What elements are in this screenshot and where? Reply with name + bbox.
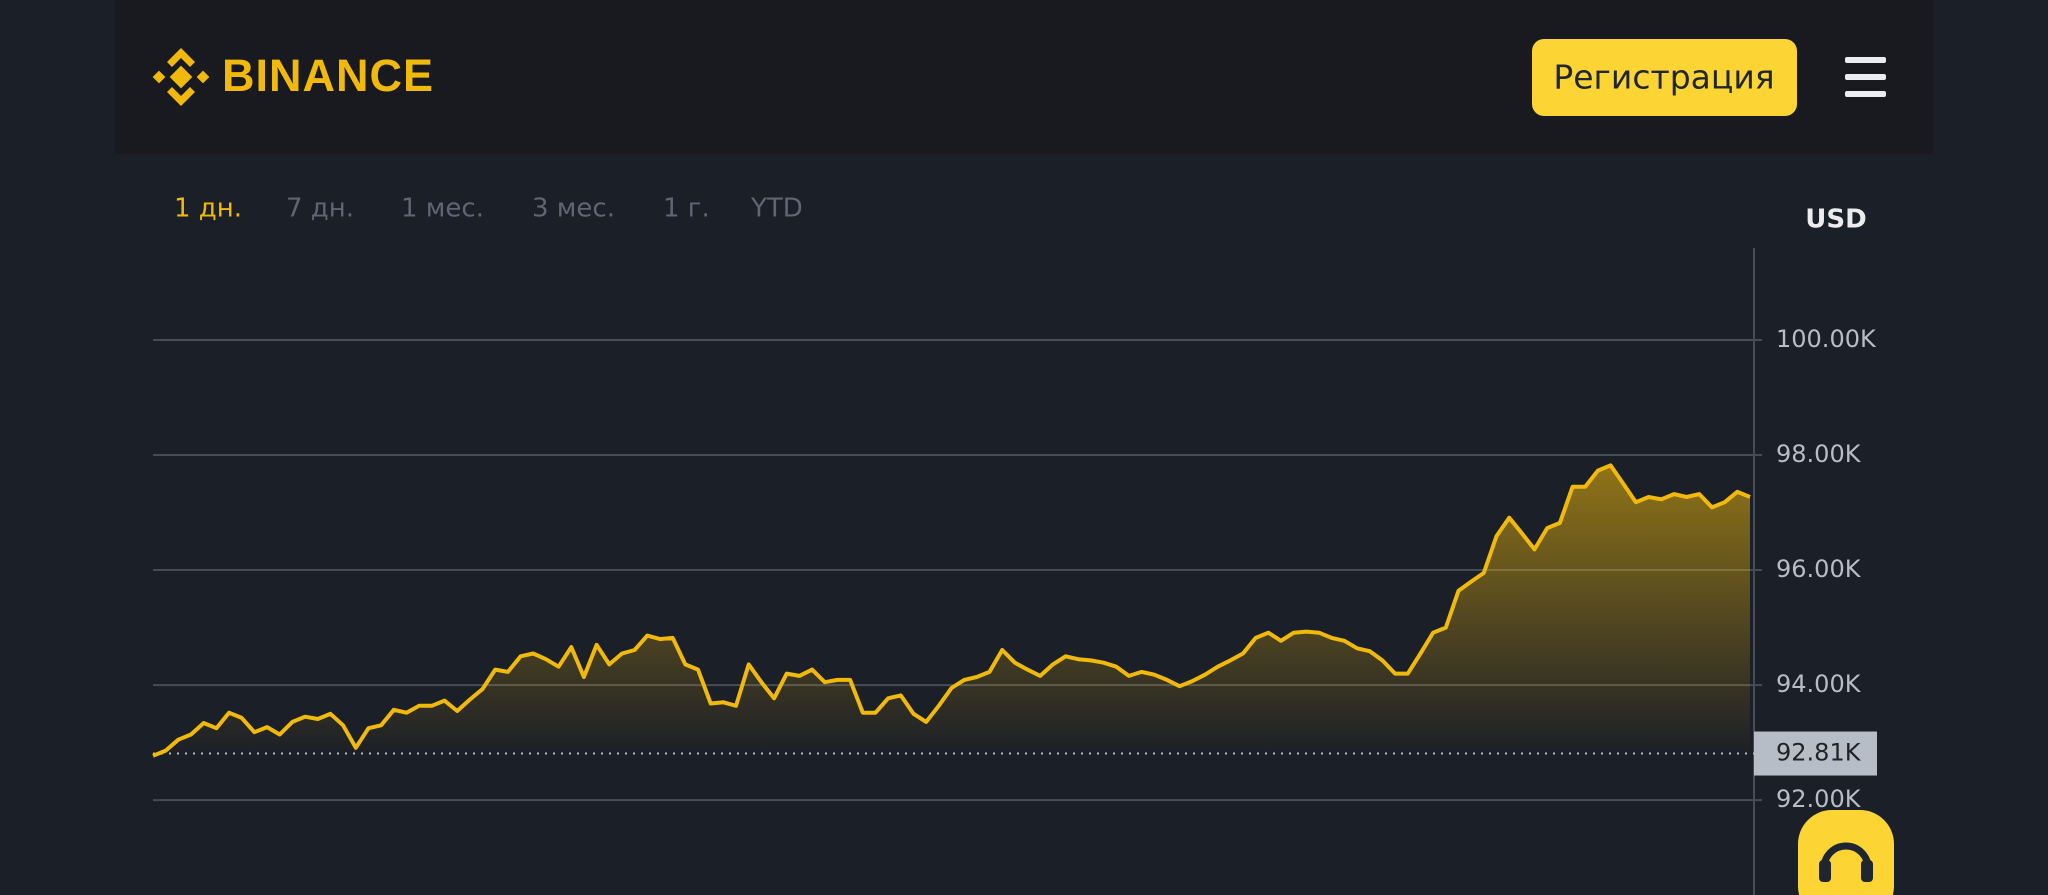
logo-text: BINANCE (222, 50, 434, 101)
timeframe-tab[interactable]: 7 дн. (286, 194, 354, 224)
support-button[interactable] (1798, 810, 1894, 895)
reference-label: 92.81K (1776, 739, 1862, 767)
register-button[interactable] (1532, 39, 1797, 116)
axis-unit: USD (1805, 205, 1866, 235)
area-fill (153, 465, 1750, 756)
y-tick-label: 96.00K (1776, 555, 1862, 583)
chart: 92.00K 94.00K 96.00K 98.00K 100.00K 92.81K (152, 248, 1877, 895)
y-tick-label: 92.00K (1776, 785, 1862, 813)
timeframe-tabs: 1 дн. 7 дн. 1 мес. 3 мес. 1 г. YTD (174, 194, 803, 224)
reference-label-box (1754, 731, 1877, 776)
timeframe-tab[interactable]: 3 мес. (532, 194, 615, 224)
register-button-label[interactable]: Регистрация (1553, 58, 1774, 97)
timeframe-tab[interactable]: 1 дн. (174, 194, 242, 224)
timeframe-tab[interactable]: 1 мес. (401, 194, 484, 224)
y-tick-label: 94.00K (1776, 670, 1862, 698)
timeframe-tab[interactable]: YTD (750, 194, 803, 224)
y-tick-label: 98.00K (1776, 440, 1862, 468)
price-line (152, 463, 1751, 758)
timeframe-tab[interactable]: 1 г. (663, 194, 710, 224)
y-tick-label: 100.00K (1776, 325, 1877, 353)
menu-icon[interactable] (1845, 57, 1886, 97)
